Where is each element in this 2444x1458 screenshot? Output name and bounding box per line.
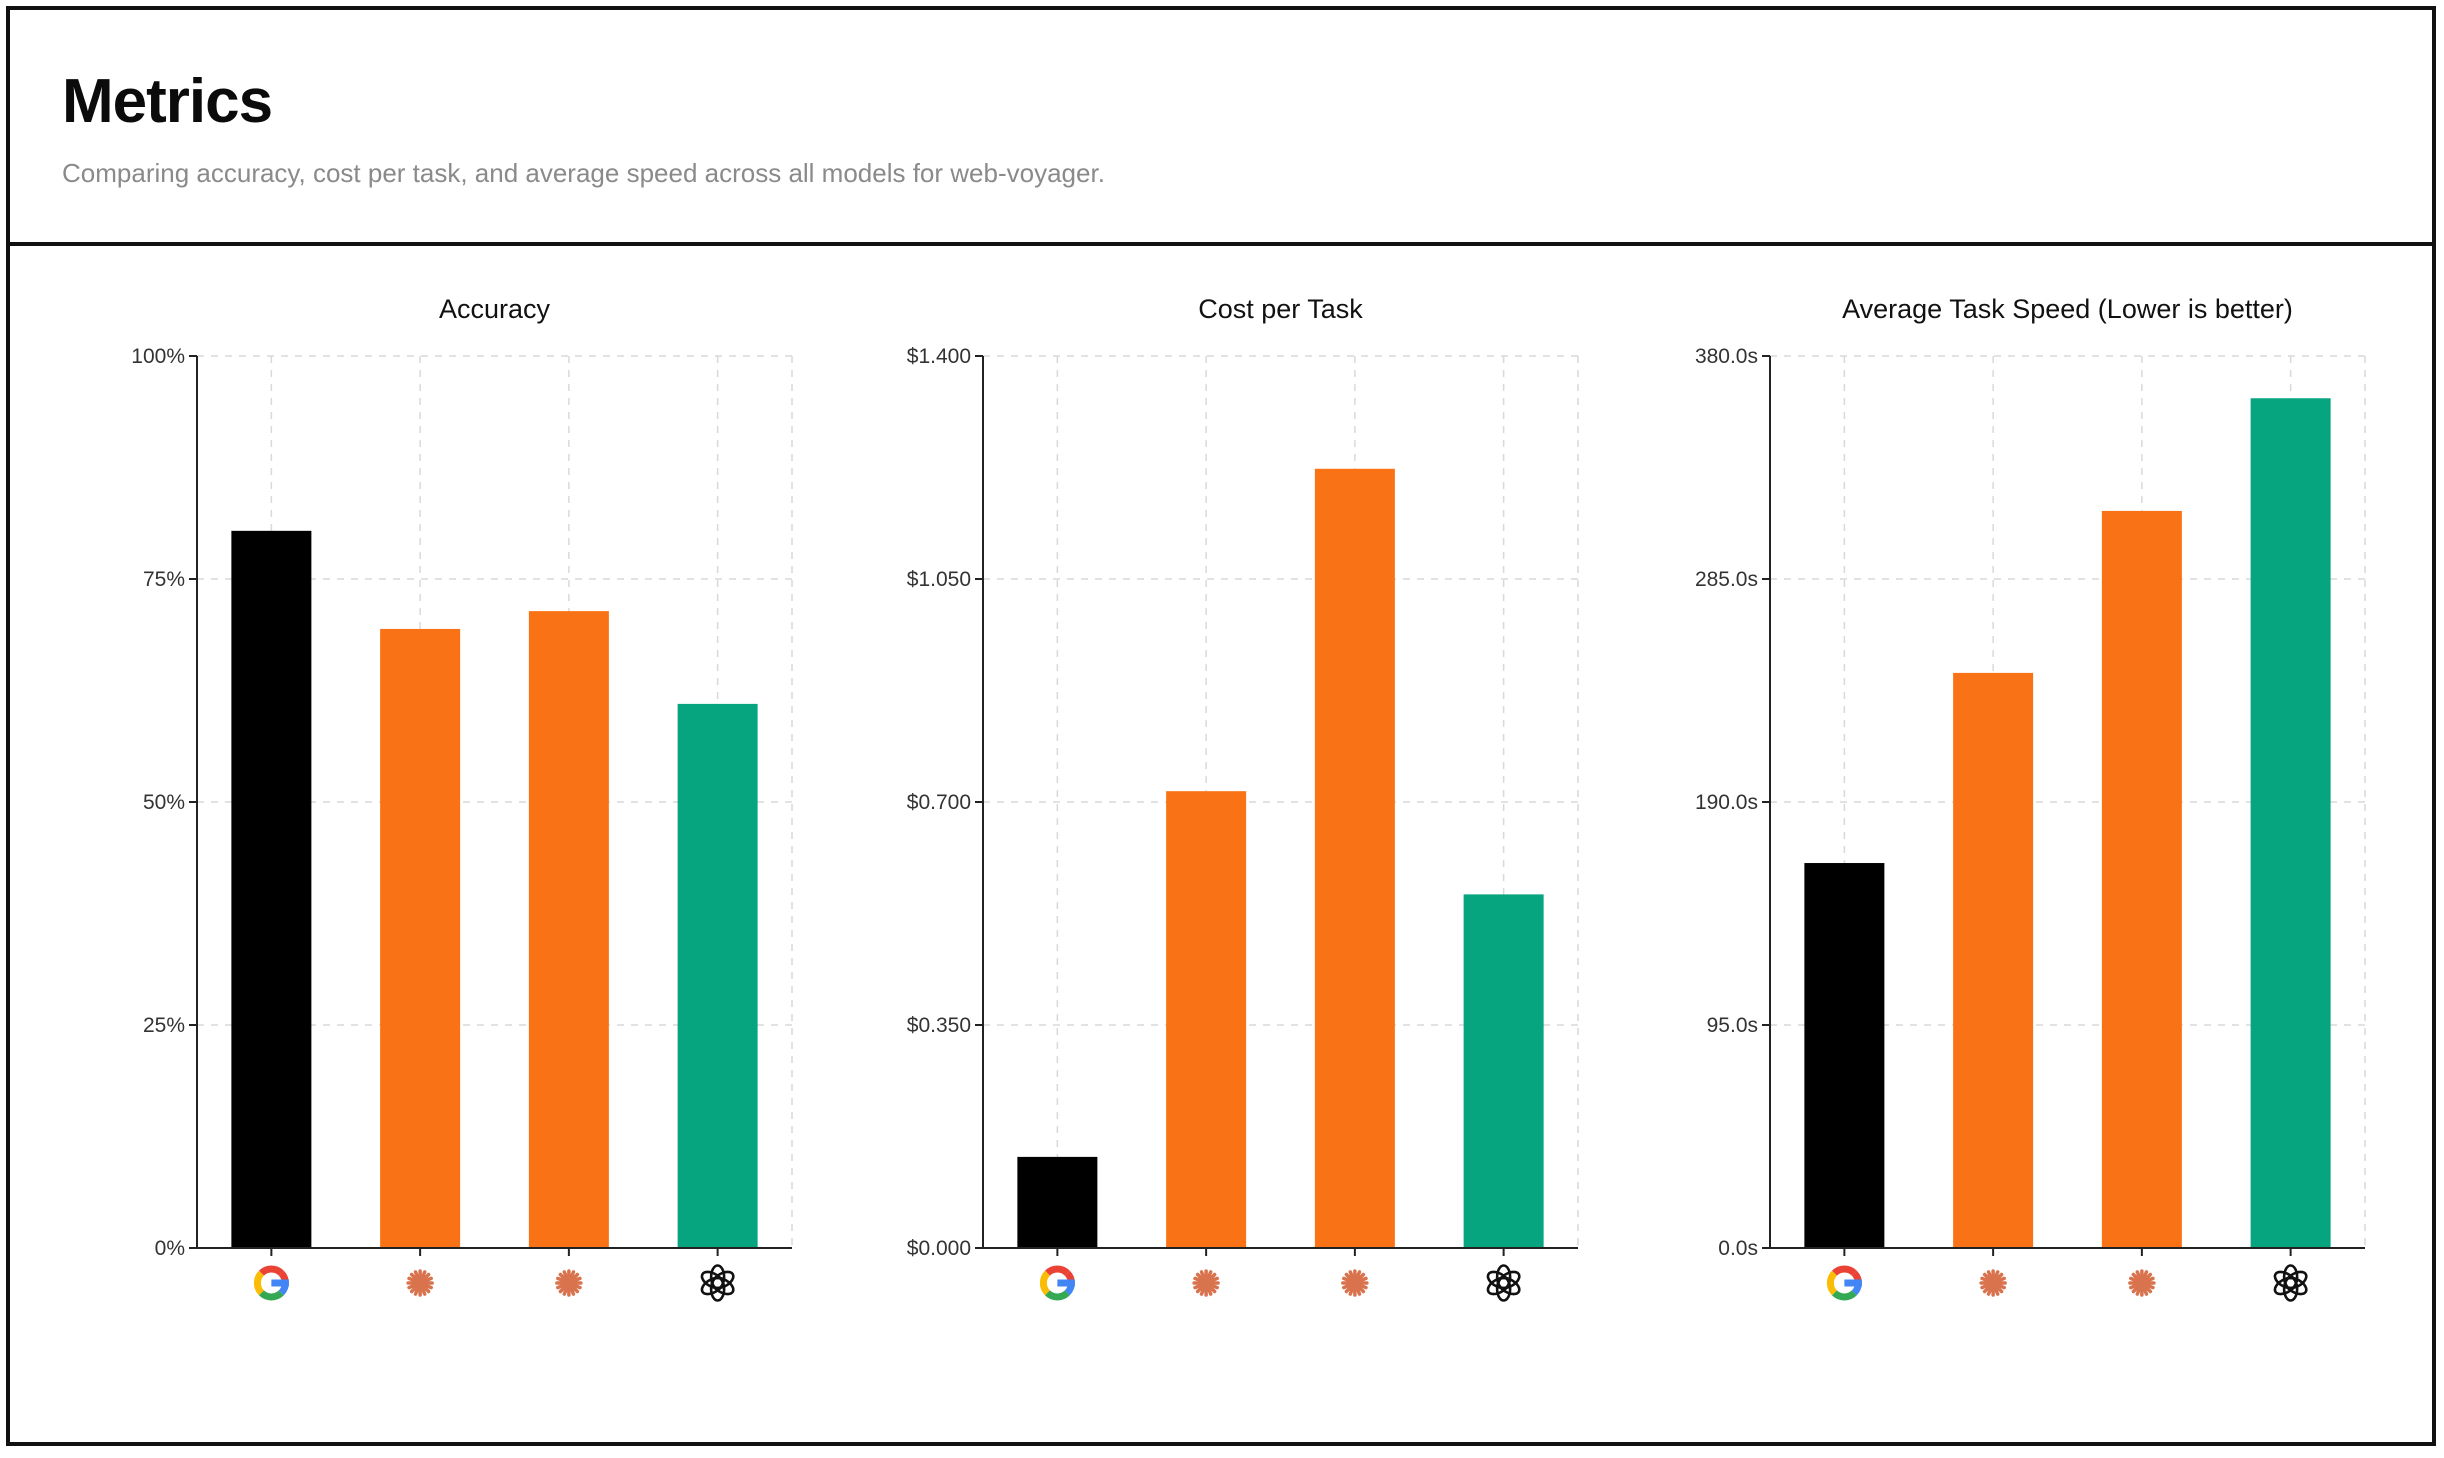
bar-anthropic [1166, 791, 1247, 1248]
anthropic-icon [406, 1269, 434, 1297]
anthropic-icon [1341, 1269, 1369, 1297]
anthropic-icon-ray [1980, 1276, 2006, 1290]
page-title: Metrics [62, 67, 273, 136]
y-tick-label: 50% [143, 791, 185, 814]
bar-anthropic [1314, 468, 1395, 1248]
chart-1: Accuracy 0% 25% 50% 75% 100% [131, 294, 793, 1302]
google-icon-bar [1844, 1279, 1862, 1287]
google-icon-arc [253, 1270, 265, 1296]
y-tick-label: 380.0s [1695, 345, 1758, 368]
openai-icon [2273, 1264, 2308, 1302]
anthropic-icon [1979, 1269, 2007, 1297]
google-icon [1039, 1265, 1075, 1301]
page-subtitle: Comparing accuracy, cost per task, and a… [62, 158, 1105, 188]
bar-google [1017, 1156, 1098, 1248]
google-icon [1826, 1265, 1862, 1301]
y-tick-label: $1.400 [907, 345, 971, 368]
bar-anthropic [528, 611, 609, 1248]
google-icon [253, 1265, 289, 1301]
google-icon-bar [1057, 1279, 1075, 1287]
y-tick-label: 0.0s [1718, 1237, 1758, 1260]
bar-google [231, 530, 312, 1248]
google-icon-arc [1832, 1265, 1857, 1276]
y-tick-label: $0.000 [907, 1237, 971, 1260]
bar-openai [2250, 398, 2331, 1248]
y-tick-label: $0.700 [907, 791, 971, 814]
bar-anthropic [380, 628, 461, 1248]
anthropic-icon-ray [556, 1276, 582, 1290]
chart-title: Cost per Task [1198, 294, 1363, 324]
y-tick-label: 190.0s [1695, 791, 1758, 814]
anthropic-icon-ray [1193, 1276, 1219, 1290]
google-icon-arc [1039, 1270, 1051, 1296]
bar-anthropic [2101, 510, 2182, 1248]
bar-anthropic [1953, 672, 2034, 1248]
google-icon-arc [259, 1265, 284, 1276]
anthropic-icon [555, 1269, 583, 1297]
y-tick-label: 25% [143, 1014, 185, 1037]
google-icon-arc [1045, 1290, 1070, 1301]
google-icon-bar [271, 1279, 289, 1287]
chart-title: Average Task Speed (Lower is better) [1842, 294, 2293, 324]
bar-google [1804, 863, 1885, 1248]
y-tick-label: 0% [155, 1237, 185, 1260]
bar-openai [677, 703, 758, 1248]
y-tick-label: $0.350 [907, 1014, 971, 1037]
google-icon-arc [1045, 1265, 1070, 1276]
openai-icon [700, 1264, 735, 1302]
y-tick-label: $1.050 [907, 568, 971, 591]
anthropic-icon-ray [2129, 1276, 2155, 1290]
y-tick-label: 285.0s [1695, 568, 1758, 591]
anthropic-icon-ray [1342, 1276, 1368, 1290]
google-icon-arc [1826, 1270, 1838, 1296]
anthropic-icon [2128, 1269, 2156, 1297]
y-tick-label: 75% [143, 568, 185, 591]
google-icon-arc [1832, 1290, 1857, 1301]
openai-icon-petal [2273, 1270, 2298, 1290]
bar-openai [1463, 894, 1544, 1248]
openai-icon [1486, 1264, 1521, 1302]
chart-3: Average Task Speed (Lower is better) 0.0s… [1695, 294, 2366, 1302]
chart-2: Cost per Task $0.000 $0.350 $0.700 $1.050 $1.… [907, 294, 1579, 1302]
anthropic-icon-ray [407, 1276, 433, 1290]
google-icon-arc [259, 1290, 284, 1301]
chart-title: Accuracy [439, 294, 551, 324]
header: Metrics Comparing accuracy, cost per tas… [10, 10, 2432, 246]
openai-icon-petal [700, 1270, 725, 1290]
openai-icon-petal [1486, 1270, 1511, 1290]
anthropic-icon [1192, 1269, 1220, 1297]
y-tick-label: 95.0s [1707, 1014, 1758, 1037]
y-tick-label: 100% [131, 345, 185, 368]
